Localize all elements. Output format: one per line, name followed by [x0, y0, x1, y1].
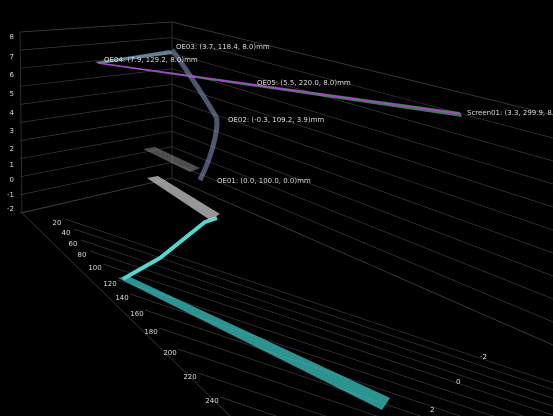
grid-line — [80, 239, 553, 399]
oe01-plate — [147, 176, 220, 220]
beams — [95, 48, 462, 410]
beam-vertical — [170, 48, 220, 182]
grid-line — [19, 115, 553, 254]
element-label: OE05: (5.5, 220.0, 8.0)mm — [257, 79, 351, 87]
element-label: OE04: (7.9, 129.2, 8.0)mm — [104, 56, 198, 64]
grid-line — [64, 218, 553, 384]
grid-line — [19, 146, 553, 300]
vertical-tick-label: 6 — [10, 71, 15, 79]
beam-to-screen-floor — [118, 276, 390, 410]
vertical-tick-label: 7 — [10, 53, 14, 61]
depth-tick-label: 80 — [78, 251, 87, 259]
depth-tick-label: 220 — [183, 373, 196, 381]
depth-tick-label: 40 — [62, 229, 71, 237]
grid-line — [19, 130, 553, 277]
depth-tick-label: 120 — [103, 280, 116, 288]
grid-line — [19, 84, 553, 208]
vertical-tick-label: 4 — [10, 109, 15, 117]
floor-left-edge — [21, 212, 231, 416]
vertical-tick-label: 3 — [10, 127, 14, 135]
depth-tick-label: 100 — [88, 264, 101, 272]
element-label: OE01: (0.0, 100.0, 0.0)mm — [217, 177, 311, 185]
lateral-tick-label: 0 — [456, 378, 460, 386]
element-label: Screen01: (3.3, 299.9, 8.0)mm — [467, 109, 553, 117]
grid-line — [144, 309, 462, 416]
grid-line — [177, 348, 378, 416]
depth-tick-label: 180 — [144, 328, 157, 336]
depth-tick-label: 160 — [130, 310, 143, 318]
depth-tick-label: 60 — [69, 240, 78, 248]
vertical-tick-label: 1 — [10, 161, 14, 169]
grid-line — [89, 250, 553, 407]
grid-line — [73, 228, 553, 391]
grid-line — [197, 372, 327, 416]
element-label: OE02: (-0.3, 109.2, 3.9)mm — [228, 116, 324, 124]
depth-tick-label: 140 — [115, 294, 128, 302]
lateral-tick-label: 2 — [430, 406, 434, 414]
grid-line — [117, 279, 524, 416]
vertical-tick-label: -1 — [7, 191, 14, 199]
oe02-plate — [143, 147, 200, 172]
depth-tick-label: 200 — [163, 349, 176, 357]
depth-tick-label: 20 — [53, 219, 62, 227]
grid-line — [19, 21, 553, 116]
grid-line — [19, 177, 553, 346]
element-label: OE03: (3.7, 118.4, 8.0)mm — [176, 43, 270, 51]
vertical-tick-label: 0 — [10, 176, 14, 184]
vertical-tick-label: 5 — [10, 90, 14, 98]
vertical-tick-label: 2 — [10, 145, 14, 153]
grid-line — [19, 37, 553, 139]
lateral-tick-label: -2 — [480, 353, 487, 361]
grid-line — [19, 99, 553, 231]
grid-line — [102, 263, 553, 416]
depth-tick-label: 240 — [205, 397, 218, 405]
beam-zigzag — [122, 216, 218, 281]
beam-oe03-oe04 — [95, 50, 172, 64]
beam-core — [97, 62, 462, 115]
vertical-tick-label: -2 — [7, 205, 14, 213]
vertical-tick-label: 8 — [10, 33, 14, 41]
grid-line — [19, 68, 553, 185]
